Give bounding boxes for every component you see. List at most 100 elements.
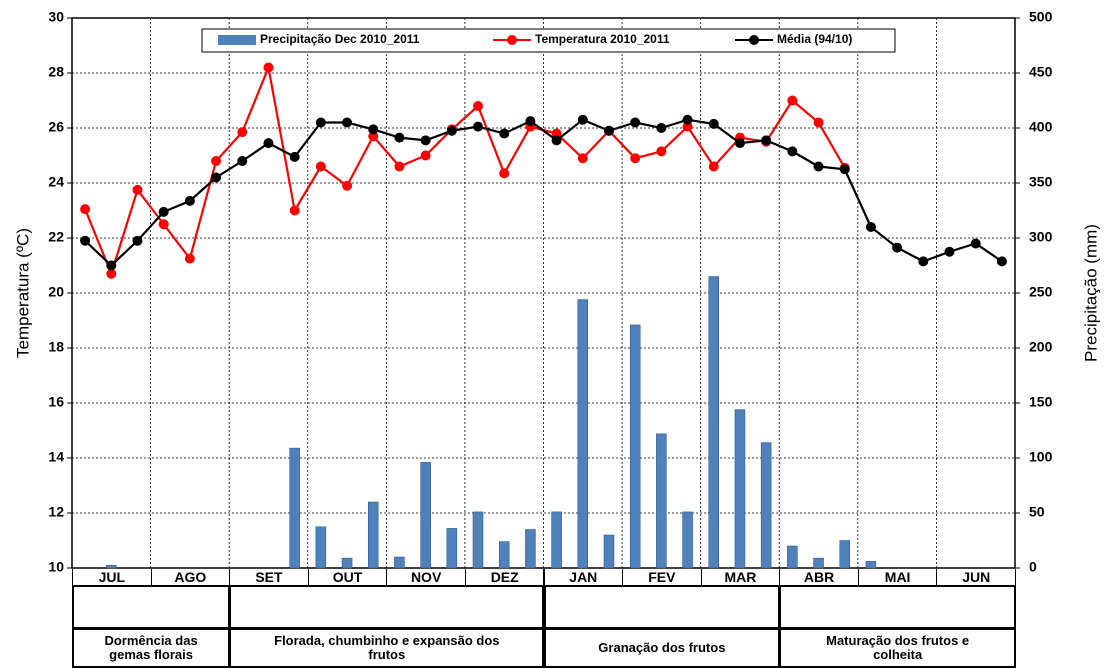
month-label: FEV <box>622 569 702 586</box>
bar <box>525 529 536 569</box>
month-label: JUL <box>72 569 152 586</box>
marker <box>813 161 824 172</box>
phase-label: Granação dos frutos <box>543 628 781 668</box>
bar <box>446 528 458 569</box>
month-label: DEZ <box>464 569 545 586</box>
legend: Precipitação Dec 2010_2011 Temperatura 20… <box>201 28 896 53</box>
marker <box>630 117 641 128</box>
marker <box>577 153 588 164</box>
marker <box>158 206 169 217</box>
marker <box>682 121 693 132</box>
bar <box>498 541 510 569</box>
y2-tick-label: 200 <box>1029 339 1053 355</box>
marker <box>184 253 195 264</box>
y2-tick-label: 100 <box>1029 449 1053 465</box>
marker <box>656 123 667 133</box>
marker <box>892 242 903 253</box>
bar <box>577 299 589 569</box>
phase-label: Dormência das gemas florais <box>72 628 231 668</box>
bar <box>734 409 746 569</box>
marker <box>446 125 457 136</box>
marker <box>289 205 300 216</box>
marker <box>394 132 405 143</box>
y-tick-label: 30 <box>48 9 64 25</box>
y2-tick-label: 500 <box>1029 9 1053 25</box>
photo-cell <box>72 585 231 629</box>
phase-label: Maturação dos frutos e colheita <box>779 628 1016 668</box>
bar <box>708 276 720 569</box>
bar <box>420 462 431 569</box>
month-label: SET <box>229 569 309 586</box>
marker <box>473 101 484 111</box>
y2-tick-label: 250 <box>1029 284 1053 300</box>
y-tick-label: 14 <box>48 449 64 465</box>
marker <box>289 151 300 162</box>
marker <box>577 114 588 125</box>
bar <box>813 557 824 569</box>
marker <box>368 124 379 135</box>
marker <box>106 268 117 279</box>
marker <box>211 156 222 166</box>
legend-box <box>201 28 896 53</box>
marker <box>944 246 955 257</box>
y-tick-label: 16 <box>48 394 64 410</box>
y2-axis-label: Precipitação (mm) <box>1081 224 1100 362</box>
marker <box>237 127 248 138</box>
marker <box>551 135 562 146</box>
phase-label: Florada, chumbinho e expansão dos frutos <box>229 628 545 668</box>
marker <box>499 168 510 179</box>
y-axis-label: Temperatura (ºC) <box>13 228 32 358</box>
photo-cell <box>779 585 1016 629</box>
marker <box>630 153 641 164</box>
marker <box>342 117 353 128</box>
legend-label: Média (94/10) <box>777 32 852 46</box>
marker <box>368 131 379 142</box>
month-label: ABR <box>779 569 859 586</box>
y2-tick-label: 50 <box>1029 504 1045 520</box>
y2-tick-label: 350 <box>1029 174 1053 190</box>
legend-swatch <box>218 35 256 45</box>
marker <box>473 121 484 132</box>
marker <box>211 172 222 183</box>
marker <box>158 219 169 230</box>
marker <box>132 235 143 246</box>
y-tick-label: 20 <box>48 284 64 300</box>
legend-swatch <box>507 35 517 45</box>
marker <box>342 180 353 191</box>
y-tick-label: 18 <box>48 339 64 355</box>
marker <box>525 116 536 127</box>
bar <box>289 447 300 569</box>
month-label: JAN <box>543 569 624 586</box>
marker <box>80 235 91 246</box>
marker <box>315 161 326 172</box>
marker <box>813 117 824 128</box>
marker <box>787 95 798 106</box>
marker <box>918 256 929 267</box>
marker <box>394 161 405 172</box>
marker <box>106 260 117 271</box>
month-label: MAR <box>700 569 781 586</box>
y2-tick-label: 300 <box>1029 229 1053 245</box>
marker <box>970 238 981 249</box>
y-tick-label: 12 <box>48 504 64 520</box>
marker <box>656 146 667 157</box>
legend-label: Precipitação Dec 2010_2011 <box>260 32 420 46</box>
marker <box>734 138 745 149</box>
bar <box>787 545 798 569</box>
bar <box>682 511 693 569</box>
bar <box>315 526 327 569</box>
legend-label: Temperatura 2010_2011 <box>535 32 670 46</box>
month-label: MAI <box>857 569 938 586</box>
marker <box>420 135 431 146</box>
photo-cell <box>543 585 781 629</box>
line <box>84 118 1003 268</box>
marker <box>184 195 195 206</box>
plot-border <box>71 17 1016 569</box>
marker <box>551 128 562 139</box>
month-label: AGO <box>150 569 231 586</box>
bar <box>394 556 405 569</box>
marker <box>132 184 143 195</box>
y-tick-label: 26 <box>48 119 64 135</box>
bar <box>106 565 117 569</box>
